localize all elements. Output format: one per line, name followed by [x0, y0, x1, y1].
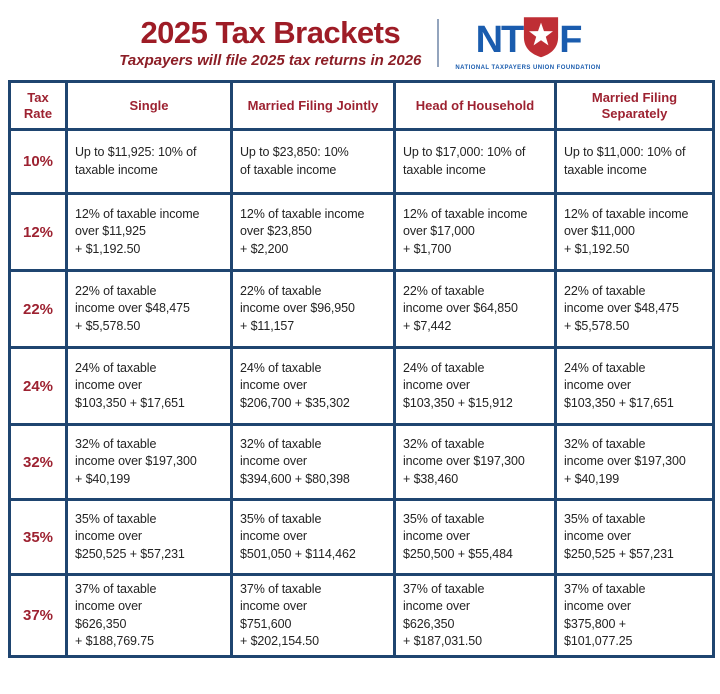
table-header-row: Tax Rate Single Married Filing Jointly H…	[8, 80, 715, 131]
table-row-37pct: 37% 37% of taxable income over $626,350 …	[8, 573, 715, 658]
bracket-cell-head-of-household: Up to $17,000: 10% of taxable income	[393, 128, 557, 195]
column-header-tax-rate: Tax Rate	[8, 80, 68, 131]
rate-cell: 10%	[8, 128, 68, 195]
logo-row: NT F	[475, 16, 583, 64]
bracket-cell-married-separately: 32% of taxable income over $197,300 + $4…	[554, 423, 715, 501]
table-row-10pct: 10% Up to $11,925: 10% of taxable income…	[8, 128, 715, 195]
bracket-cell-single: 22% of taxable income over $48,475 + $5,…	[65, 269, 233, 349]
bracket-cell-married-jointly: 12% of taxable income over $23,850 + $2,…	[230, 192, 396, 272]
header: 2025 Tax Brackets Taxpayers will file 20…	[0, 0, 720, 80]
bracket-cell-married-jointly: 32% of taxable income over $394,600 + $8…	[230, 423, 396, 501]
ntuf-logo: NT F NATIONAL TAXPAYERS UNION FOUNDATION	[455, 16, 600, 71]
bracket-cell-married-separately: 35% of taxable income over $250,525 + $5…	[554, 498, 715, 576]
rate-cell: 22%	[8, 269, 68, 349]
column-header-head-of-household: Head of Household	[393, 80, 557, 131]
bracket-cell-head-of-household: 12% of taxable income over $17,000 + $1,…	[393, 192, 557, 272]
bracket-cell-married-separately: Up to $11,000: 10% of taxable income	[554, 128, 715, 195]
column-header-single: Single	[65, 80, 233, 131]
bracket-cell-single: 12% of taxable income over $11,925 + $1,…	[65, 192, 233, 272]
logo-text-f: F	[559, 18, 582, 61]
logo-tagline: NATIONAL TAXPAYERS UNION FOUNDATION	[455, 64, 601, 71]
bracket-cell-single: Up to $11,925: 10% of taxable income	[65, 128, 233, 195]
rate-cell: 24%	[8, 346, 68, 426]
page-title: 2025 Tax Brackets	[140, 15, 401, 51]
title-block: 2025 Tax Brackets Taxpayers will file 20…	[119, 17, 421, 69]
bracket-cell-married-jointly: 22% of taxable income over $96,950 + $11…	[230, 269, 396, 349]
table-row-22pct: 22% 22% of taxable income over $48,475 +…	[8, 269, 715, 349]
bracket-cell-married-separately: 22% of taxable income over $48,475 + $5,…	[554, 269, 715, 349]
shield-star-icon	[523, 16, 559, 62]
bracket-cell-married-separately: 37% of taxable income over $375,800 + $1…	[554, 573, 715, 658]
rate-cell: 35%	[8, 498, 68, 576]
bracket-cell-head-of-household: 37% of taxable income over $626,350 + $1…	[393, 573, 557, 658]
bracket-cell-head-of-household: 32% of taxable income over $197,300 + $3…	[393, 423, 557, 501]
table-row-12pct: 12% 12% of taxable income over $11,925 +…	[8, 192, 715, 272]
bracket-cell-married-jointly: 35% of taxable income over $501,050 + $1…	[230, 498, 396, 576]
bracket-cell-married-jointly: Up to $23,850: 10% of taxable income	[230, 128, 396, 195]
bracket-cell-married-jointly: 24% of taxable income over $206,700 + $3…	[230, 346, 396, 426]
rate-cell: 32%	[8, 423, 68, 501]
tax-brackets-table: Tax Rate Single Married Filing Jointly H…	[8, 80, 715, 658]
bracket-cell-single: 35% of taxable income over $250,525 + $5…	[65, 498, 233, 576]
bracket-cell-married-separately: 12% of taxable income over $11,000 + $1,…	[554, 192, 715, 272]
table-row-24pct: 24% 24% of taxable income over $103,350 …	[8, 346, 715, 426]
bracket-cell-head-of-household: 24% of taxable income over $103,350 + $1…	[393, 346, 557, 426]
bracket-cell-single: 32% of taxable income over $197,300 + $4…	[65, 423, 233, 501]
column-header-married-filing-jointly: Married Filing Jointly	[230, 80, 396, 131]
bracket-cell-single: 37% of taxable income over $626,350 + $1…	[65, 573, 233, 658]
table-row-35pct: 35% 35% of taxable income over $250,525 …	[8, 498, 715, 576]
bracket-cell-married-separately: 24% of taxable income over $103,350 + $1…	[554, 346, 715, 426]
bracket-cell-married-jointly: 37% of taxable income over $751,600 + $2…	[230, 573, 396, 658]
page-subtitle: Taxpayers will file 2025 tax returns in …	[119, 51, 422, 69]
bracket-cell-head-of-household: 35% of taxable income over $250,500 + $5…	[393, 498, 557, 576]
rate-cell: 37%	[8, 573, 68, 658]
bracket-cell-single: 24% of taxable income over $103,350 + $1…	[65, 346, 233, 426]
header-divider	[437, 19, 440, 67]
logo-text-nt: NT	[475, 18, 525, 61]
column-header-married-filing-separately: Married Filing Separately	[554, 80, 715, 131]
bracket-cell-head-of-household: 22% of taxable income over $64,850 + $7,…	[393, 269, 557, 349]
table-row-32pct: 32% 32% of taxable income over $197,300 …	[8, 423, 715, 501]
rate-cell: 12%	[8, 192, 68, 272]
